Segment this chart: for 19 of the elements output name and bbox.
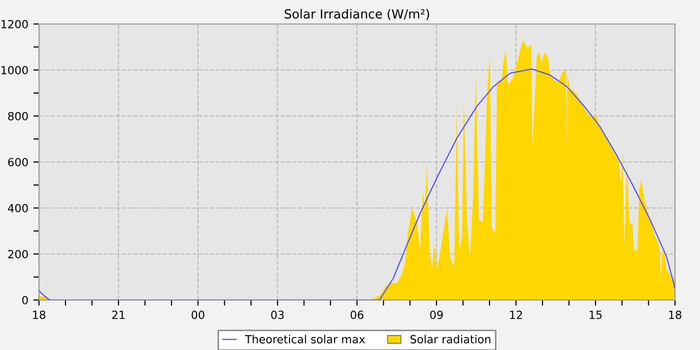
x-tick-label: 09 <box>430 310 443 320</box>
x-tick-label: 18 <box>33 310 46 320</box>
y-tick-label: 0 <box>22 296 28 304</box>
x-tick-label: 00 <box>192 310 204 320</box>
legend-label: Theoretical solar max <box>244 334 365 344</box>
chart-title: Solar Irradiance (W/m²) <box>284 8 430 20</box>
y-tick-label: 600 <box>8 158 28 166</box>
x-tick-label: 12 <box>510 310 522 319</box>
y-tick-label: 400 <box>8 204 28 212</box>
x-tick-label: 03 <box>271 310 284 320</box>
legend-label: Solar radiation <box>410 334 490 344</box>
x-tick-label: 15 <box>590 310 602 320</box>
y-tick-label: 1200 <box>2 20 28 28</box>
y-tick-label: 800 <box>8 112 28 120</box>
x-tick-label: 06 <box>350 310 364 320</box>
y-tick-label: 200 <box>8 250 28 258</box>
y-tick-label: 1000 <box>2 66 28 74</box>
x-tick-label: 21 <box>112 310 125 319</box>
x-tick-label: 18 <box>669 310 682 320</box>
